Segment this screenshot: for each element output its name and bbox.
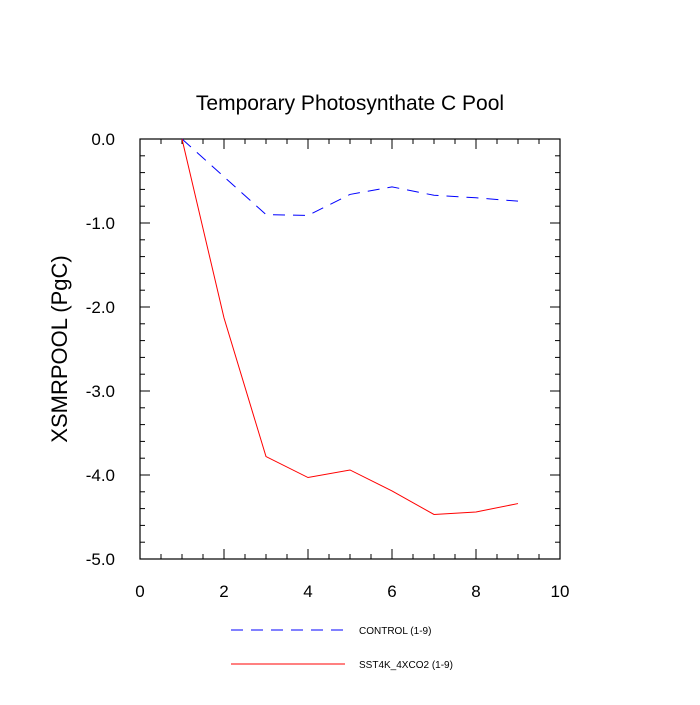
axis-ticks [139, 138, 561, 560]
y-tick-label: -1.0 [86, 214, 115, 233]
series-line-sst4k-4xco2-1-9 [181, 138, 519, 515]
x-tick-label: 6 [387, 582, 396, 601]
x-tick-label: 10 [551, 582, 570, 601]
y-tick-label: -4.0 [86, 466, 115, 485]
x-tick-label: 8 [471, 582, 480, 601]
y-tick-label: -3.0 [86, 382, 115, 401]
legend-label: CONTROL (1-9) [359, 626, 431, 637]
y-tick-label: -5.0 [86, 550, 115, 569]
chart-title: Temporary Photosynthate C Pool [196, 92, 504, 115]
series-line-control-1-9 [181, 138, 519, 216]
x-tick-label: 2 [219, 582, 228, 601]
legend-label: SST4K_4XCO2 (1-9) [359, 660, 453, 671]
x-tick-label: 4 [303, 582, 312, 601]
y-axis-label: XSMRPOOL (PgC) [47, 255, 72, 442]
axis-tick-labels: 0 2 4 6 8 10 0.0 -1.0 -2.0 -3.0 -4.0 -5.0 [86, 130, 570, 601]
series-lines [181, 138, 519, 515]
y-tick-label: -2.0 [86, 298, 115, 317]
x-tick-label: 0 [135, 582, 144, 601]
legend: CONTROL (1-9) SST4K_4XCO2 (1-9) [231, 626, 453, 671]
plot-frame [139, 138, 561, 560]
y-tick-label: 0.0 [91, 130, 115, 149]
